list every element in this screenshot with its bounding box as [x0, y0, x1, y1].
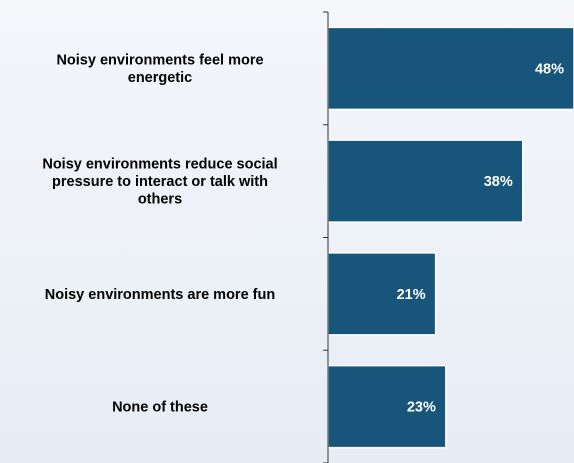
bar-1 — [327, 26, 574, 111]
category-label-line: Noisy environments reduce social — [42, 157, 277, 173]
category-label-2: Noisy environments reduce social pressure… — [42, 157, 277, 208]
category-label-1: Noisy environments feel more energetic — [56, 53, 263, 87]
bar-3 — [327, 252, 437, 336]
bar-4 — [327, 364, 447, 449]
category-label-line: Noisy environments feel more — [56, 53, 263, 69]
category-label-line: energetic — [128, 70, 192, 86]
category-label-4: None of these — [112, 400, 208, 416]
bar-2 — [327, 139, 524, 223]
category-label-line: pressure to interact or talk with — [52, 174, 268, 190]
data-label-3: 21% — [397, 287, 426, 303]
category-label-line: Noisy environments are more fun — [45, 287, 275, 303]
category-label-3: Noisy environments are more fun — [45, 287, 275, 303]
data-label-2: 38% — [484, 174, 513, 190]
category-label-line: others — [138, 192, 182, 208]
data-label-1: 48% — [535, 61, 564, 77]
category-label-line: None of these — [112, 400, 208, 416]
data-label-4: 23% — [407, 400, 436, 416]
